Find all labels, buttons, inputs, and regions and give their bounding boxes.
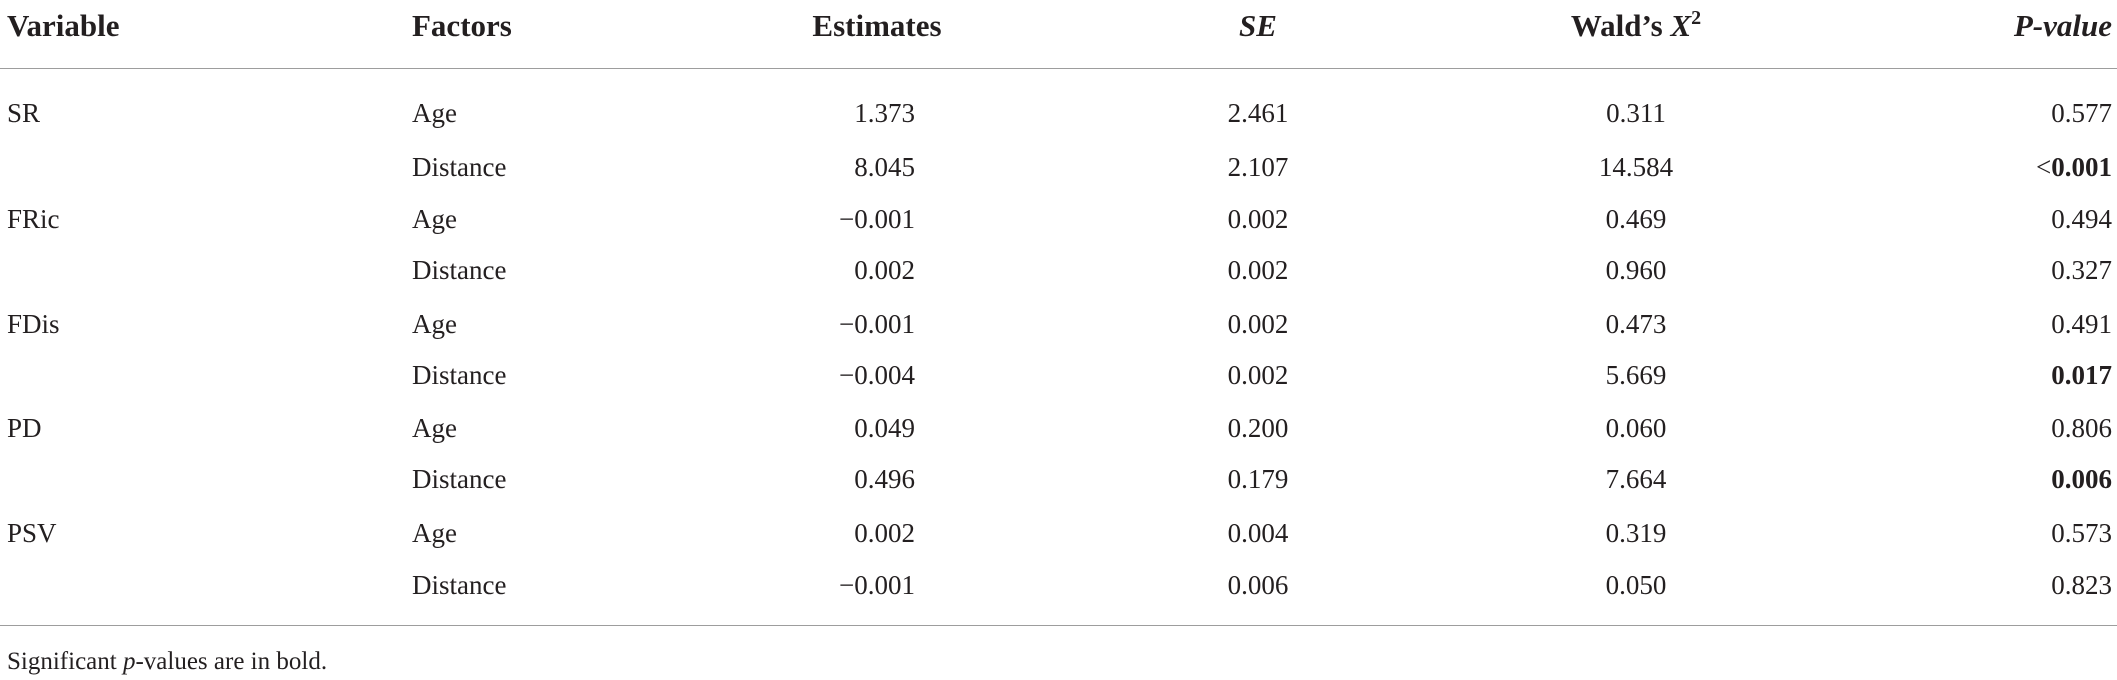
p-value: 0.577 [2051,96,2112,130]
header-rule [0,68,2117,69]
se: 0.002 [1227,360,1289,390]
variable: PSV [7,518,57,548]
se: 0.002 [1227,255,1289,285]
bottom-rule [0,625,2117,626]
factor: Age [412,413,457,443]
variable: FRic [7,204,60,234]
factor: Distance [412,570,507,600]
estimate: 0.002 [854,518,915,548]
header-wald-symbol: X [1670,8,1692,43]
header-estimate: Estimates [812,8,942,43]
estimate: −0.001 [839,204,915,234]
factor: Distance [412,360,507,390]
variable: FDis [7,309,60,339]
estimate: −0.001 [839,570,915,600]
estimate: 0.002 [854,255,915,285]
wald: 0.050 [1605,570,1667,600]
wald: 0.311 [1606,98,1666,128]
wald: 0.473 [1605,309,1667,339]
header-wald-text: Wald’s [1570,8,1671,43]
p-value: 0.491 [2051,307,2112,341]
wald: 0.060 [1605,413,1667,443]
factor: Age [412,204,457,234]
p-number: 0.006 [2051,464,2112,494]
header-wald-sup: 2 [1691,7,1702,29]
p-number: 0.017 [2051,360,2112,390]
factor: Age [412,309,457,339]
estimate: −0.004 [839,360,915,390]
header-p: P-value [2013,8,2112,43]
p-value: 0.017 [2051,358,2112,392]
p-value: 0.573 [2051,516,2112,550]
se: 2.461 [1227,98,1289,128]
factor: Distance [412,255,507,285]
p-number: 0.577 [2051,98,2112,128]
p-number: 0.573 [2051,518,2112,548]
p-value: 0.823 [2051,568,2112,602]
header-wald: Wald’s X2 [1570,7,1702,43]
note-part: Significant [7,648,123,675]
estimate: −0.001 [839,309,915,339]
se: 0.200 [1227,413,1289,443]
se: 0.002 [1227,309,1289,339]
estimate: 1.373 [854,98,915,128]
estimate: 0.496 [854,464,915,494]
variable: PD [7,413,42,443]
p-prefix: < [2036,152,2052,182]
se: 0.004 [1227,518,1289,548]
note-part: p [122,648,136,675]
note-part: -values are in bold. [135,648,328,675]
wald: 0.960 [1605,255,1667,285]
p-number: 0.001 [2051,152,2112,182]
p-number: 0.491 [2051,309,2112,339]
estimate: 8.045 [854,152,915,182]
se: 0.006 [1227,570,1289,600]
note: Significant p-values are in bold. [7,645,327,679]
p-value: <0.001 [2036,150,2112,184]
p-number: 0.494 [2051,204,2112,234]
factor: Distance [412,464,507,494]
wald: 0.469 [1605,204,1667,234]
wald: 14.584 [1598,152,1674,182]
header-variable: Variable [7,8,120,43]
factor: Distance [412,152,507,182]
p-number: 0.823 [2051,570,2112,600]
wald: 5.669 [1605,360,1667,390]
factor: Age [412,518,457,548]
header-factor: Factors [412,8,512,43]
se: 0.179 [1227,464,1289,494]
wald: 0.319 [1605,518,1667,548]
wald: 7.664 [1605,464,1667,494]
p-value: 0.806 [2051,411,2112,445]
se: 2.107 [1227,152,1289,182]
header-se: SE [1239,8,1277,43]
p-number: 0.806 [2051,413,2112,443]
p-value: 0.327 [2051,253,2112,287]
estimate: 0.049 [854,413,915,443]
p-number: 0.327 [2051,255,2112,285]
p-value: 0.494 [2051,202,2112,236]
variable: SR [7,98,41,128]
se: 0.002 [1227,204,1289,234]
p-value: 0.006 [2051,462,2112,496]
factor: Age [412,98,457,128]
